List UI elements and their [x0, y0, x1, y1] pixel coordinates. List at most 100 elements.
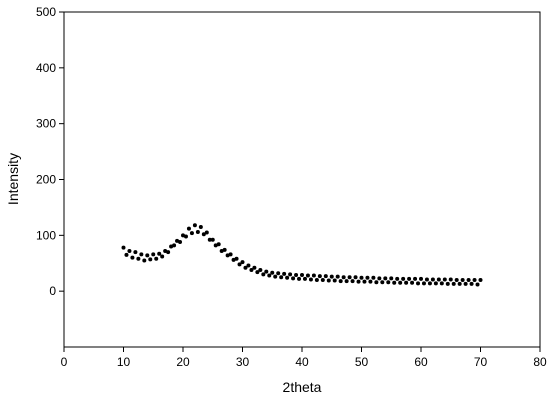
y-tick-label: 300: [36, 117, 56, 131]
data-point: [463, 281, 468, 286]
data-point: [424, 277, 429, 282]
data-point: [350, 279, 355, 284]
data-point: [371, 275, 376, 280]
data-point: [291, 276, 296, 281]
data-point: [433, 281, 438, 286]
data-point: [189, 231, 194, 236]
data-point: [439, 281, 444, 286]
data-point: [469, 281, 474, 286]
data-point: [356, 279, 361, 284]
data-point: [154, 256, 159, 261]
data-point: [436, 277, 441, 282]
x-tick-label: 50: [355, 355, 369, 369]
plot-frame: [63, 11, 541, 348]
data-point: [166, 250, 171, 255]
data-point: [246, 263, 251, 268]
data-point: [302, 276, 307, 281]
data-point: [160, 254, 165, 259]
data-point: [404, 280, 409, 285]
data-point: [151, 252, 156, 257]
x-tick-label: 40: [295, 355, 309, 369]
data-point: [139, 252, 144, 257]
data-point: [282, 271, 287, 276]
data-point: [317, 274, 322, 279]
data-point: [475, 282, 480, 287]
data-point: [222, 247, 227, 252]
data-point: [172, 243, 177, 248]
data-point: [308, 277, 313, 282]
y-tick-label: 400: [36, 61, 56, 75]
data-point: [353, 275, 358, 280]
data-point: [392, 280, 397, 285]
data-point: [210, 237, 215, 242]
y-tick-label: 100: [36, 228, 56, 242]
data-point: [186, 226, 191, 231]
y-tick-label: 500: [36, 5, 56, 19]
data-point: [341, 275, 346, 280]
data-point: [279, 275, 284, 280]
data-point: [157, 251, 162, 256]
data-point: [249, 267, 254, 272]
data-point: [311, 273, 316, 278]
data-point: [234, 256, 239, 261]
data-point: [264, 269, 269, 274]
data-point: [377, 276, 382, 281]
data-point: [344, 279, 349, 284]
data-point: [380, 280, 385, 285]
x-tick-label: 0: [61, 355, 68, 369]
data-point: [383, 276, 388, 281]
data-point: [407, 276, 412, 281]
data-point: [395, 276, 400, 281]
data-point: [201, 232, 206, 237]
data-point: [335, 274, 340, 279]
data-point: [362, 279, 367, 284]
data-point: [314, 278, 319, 282]
x-tick-label: 10: [117, 355, 131, 369]
data-point: [445, 281, 450, 286]
data-point: [270, 270, 275, 275]
data-point: [347, 275, 352, 280]
x-tick-label: 60: [414, 355, 428, 369]
data-point: [216, 242, 221, 247]
data-point: [276, 271, 281, 276]
data-point: [368, 279, 373, 284]
data-point: [288, 272, 293, 277]
data-point: [204, 230, 209, 235]
data-point: [121, 245, 126, 250]
data-point: [255, 270, 260, 275]
x-axis-title: 2theta: [283, 379, 322, 395]
data-point: [267, 273, 272, 278]
data-point: [427, 281, 432, 286]
data-point: [365, 275, 370, 280]
data-point: [240, 260, 245, 265]
y-tick-label: 200: [36, 173, 56, 187]
data-point: [442, 277, 447, 282]
data-point: [228, 252, 233, 257]
data-point: [386, 280, 391, 285]
data-point: [410, 280, 415, 285]
data-point: [454, 278, 459, 282]
data-point: [389, 276, 394, 281]
data-point: [421, 281, 426, 286]
data-point: [297, 276, 302, 281]
data-point: [448, 277, 453, 282]
data-point: [332, 278, 337, 283]
y-axis-title: Intensity: [5, 153, 21, 205]
data-point: [478, 278, 483, 282]
x-tick-label: 30: [236, 355, 250, 369]
data-point: [338, 279, 343, 284]
data-point: [401, 276, 406, 281]
data-point: [127, 248, 132, 253]
data-point: [136, 256, 141, 261]
data-point: [124, 252, 129, 257]
data-point: [183, 234, 188, 239]
data-point: [305, 273, 310, 278]
data-point: [451, 281, 456, 286]
data-point: [416, 281, 421, 286]
data-point: [258, 267, 263, 272]
x-tick-label: 20: [176, 355, 190, 369]
data-point: [326, 278, 331, 283]
data-point: [261, 272, 266, 277]
data-point: [419, 276, 423, 281]
data-point: [374, 280, 379, 285]
